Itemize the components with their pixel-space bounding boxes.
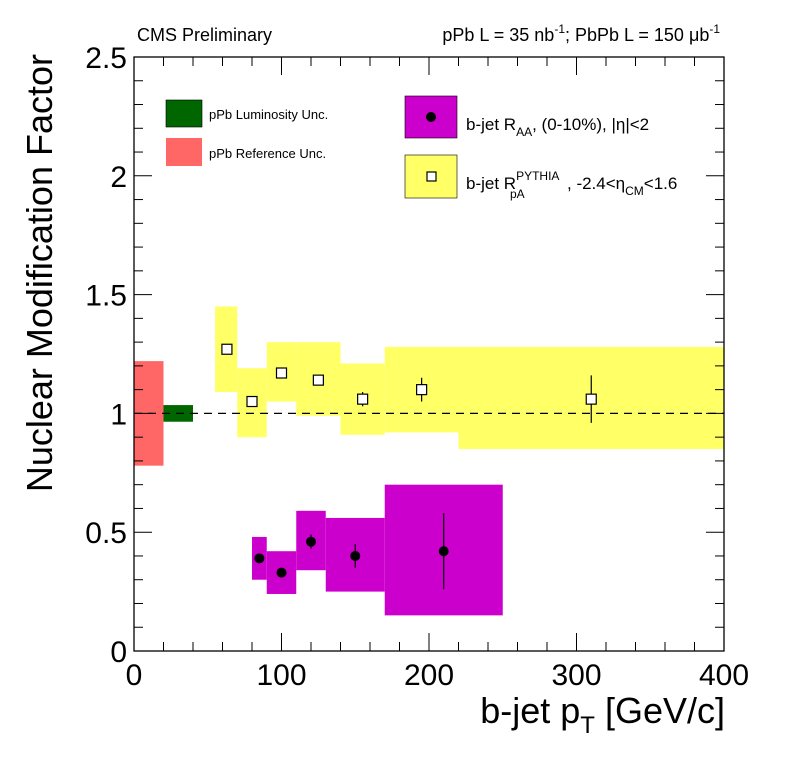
y-tick-label-4: 2: [110, 161, 127, 194]
legend-lumi-swatch: [165, 99, 203, 128]
point-raa-1: [276, 567, 287, 578]
point-raa-4: [438, 546, 449, 557]
header-mu: μ: [689, 25, 699, 45]
point-raa-3: [350, 550, 361, 561]
y-tick-label-0: 0: [110, 636, 127, 669]
axis-ticks: [133, 56, 725, 652]
x-axis-title: b-jet pT [GeV/c]: [480, 690, 725, 739]
y-tick-label-1: 0.5: [85, 517, 127, 550]
y-tick-label-2: 1: [110, 398, 127, 431]
point-rpa-2: [275, 367, 288, 379]
point-raa-2: [306, 536, 316, 547]
x-tick-label-100: 100: [256, 659, 306, 692]
legend-lumi-label: pPb Luminosity Unc.: [209, 107, 328, 122]
x-tick-label-200: 200: [404, 659, 454, 692]
x-axis-title-unit: [GeV/c]: [595, 690, 725, 731]
point-rpa-0: [221, 343, 233, 355]
legend-raa-sub: AA: [516, 125, 532, 139]
legend-raa-rest: , (0-10%), |η|<2: [532, 115, 649, 134]
legend-raa-marker: [426, 112, 436, 122]
point-raa-0: [254, 553, 265, 564]
header-ppb-sup: -1: [554, 22, 565, 36]
header-pbpb-sup: -1: [709, 22, 720, 36]
header-right: pPb L = 35 nb-1; PbPb L = 150 μb-1: [442, 22, 720, 45]
legend-raa-label: b-jet RAA, (0-10%), |η|<2: [466, 115, 649, 139]
y-axis-title: Nuclear Modification Factor: [19, 54, 60, 492]
legend-ref-swatch: [166, 138, 202, 166]
legend-rpa-label: b-jet RPYTHIA pA , -2.4<ηCM<1.6: [466, 169, 677, 201]
header-sep: ; PbPb L = 150: [565, 25, 689, 45]
point-rpa-4: [357, 393, 369, 405]
legend-rpa-rest1: , -2.4<η: [567, 174, 625, 193]
legend-rpa-main: b-jet R: [466, 174, 516, 193]
legend-rpa-rest2: <1.6: [644, 174, 678, 193]
legend-raa-main: b-jet R: [466, 115, 516, 134]
legend-rpa-sub2: CM: [625, 184, 644, 198]
markers: [221, 343, 597, 578]
header-ppb-label: pPb L = 35 nb: [442, 25, 554, 45]
tick-labels: 0 100 200 300 400 0 0.5 1 1.5 2 2.5: [85, 42, 749, 692]
legend-ref-label: pPb Reference Unc.: [209, 146, 326, 161]
point-rpa-1: [246, 395, 258, 408]
x-tick-label-400: 400: [699, 659, 749, 692]
header-left: CMS Preliminary: [137, 25, 272, 45]
x-tick-label-0: 0: [126, 659, 143, 692]
point-rpa-3: [312, 374, 324, 386]
y-tick-label-5: 2.5: [85, 42, 127, 75]
x-tick-label-300: 300: [551, 659, 601, 692]
y-tick-label-3: 1.5: [85, 280, 127, 313]
x-axis-title-main: b-jet p: [480, 690, 580, 731]
point-rpa-6: [585, 393, 597, 405]
x-axis-title-sub: T: [580, 712, 595, 739]
legend-rpa-sub: pA: [510, 187, 525, 201]
legend-rpa-marker: [426, 171, 437, 182]
point-rpa-5: [416, 384, 428, 396]
header-b: b: [699, 25, 709, 45]
legend-rpa-sup: PYTHIA: [516, 169, 559, 183]
